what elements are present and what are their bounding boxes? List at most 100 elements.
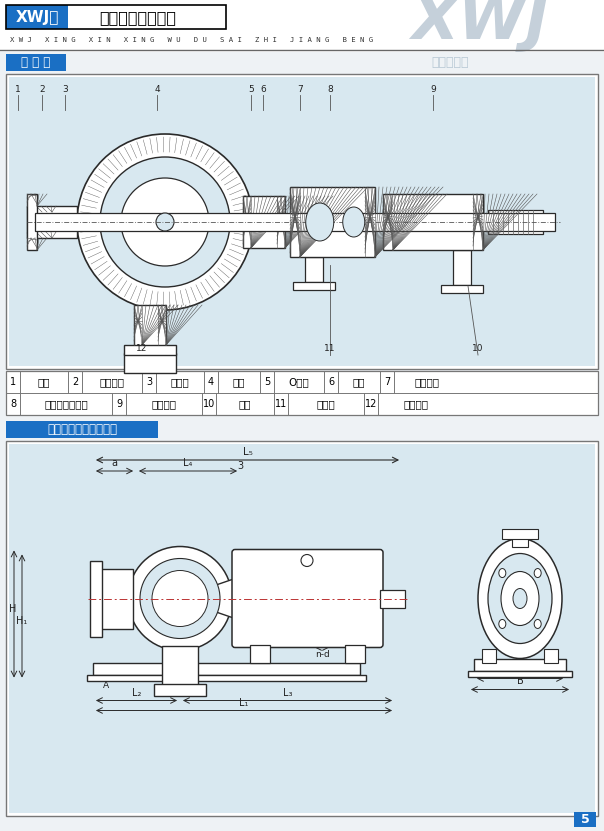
Text: 3: 3 bbox=[146, 377, 152, 387]
Text: 叶轮: 叶轮 bbox=[233, 377, 245, 387]
Text: 支架: 支架 bbox=[239, 399, 251, 409]
Bar bbox=[154, 684, 206, 696]
Text: 挡水圈: 挡水圈 bbox=[316, 399, 335, 409]
Bar bbox=[124, 353, 176, 373]
Text: L₄: L₄ bbox=[183, 458, 193, 468]
Bar bbox=[250, 645, 270, 662]
Bar bbox=[162, 646, 198, 686]
Text: 10: 10 bbox=[203, 399, 215, 409]
Text: XWJ: XWJ bbox=[411, 0, 548, 52]
Text: B: B bbox=[516, 676, 524, 686]
Text: B₁: B₁ bbox=[515, 666, 525, 676]
Text: 泵体: 泵体 bbox=[37, 377, 50, 387]
Text: 耐磨板: 耐磨板 bbox=[170, 377, 190, 387]
Bar bbox=[9, 77, 595, 366]
Text: 调节联杆: 调节联杆 bbox=[100, 377, 124, 387]
Ellipse shape bbox=[100, 157, 230, 287]
Bar bbox=[345, 645, 365, 662]
Ellipse shape bbox=[534, 568, 541, 578]
Bar bbox=[380, 589, 405, 607]
Bar bbox=[512, 537, 528, 547]
Bar bbox=[468, 671, 572, 676]
Bar bbox=[235, 553, 380, 645]
Bar bbox=[98, 568, 133, 628]
Text: X W J   X I N G   X I N   X I N G   W U   D U   S A I   Z H I   J I A N G   B E : X W J X I N G X I N X I N G W U D U S A … bbox=[10, 37, 373, 43]
Ellipse shape bbox=[513, 588, 527, 608]
Ellipse shape bbox=[128, 547, 232, 651]
Bar bbox=[9, 444, 595, 813]
Ellipse shape bbox=[478, 538, 562, 658]
Ellipse shape bbox=[499, 568, 506, 578]
Text: 2: 2 bbox=[39, 86, 45, 95]
Bar bbox=[502, 529, 538, 538]
Text: 3: 3 bbox=[237, 461, 243, 471]
Ellipse shape bbox=[77, 134, 253, 310]
Text: 结 构 图: 结 构 图 bbox=[21, 56, 51, 69]
Bar bbox=[90, 560, 102, 637]
Text: 6: 6 bbox=[260, 86, 266, 95]
Ellipse shape bbox=[156, 213, 174, 231]
Ellipse shape bbox=[140, 558, 220, 638]
Text: 新型无堵塞纸浆泵: 新型无堵塞纸浆泵 bbox=[100, 10, 176, 25]
Text: a: a bbox=[112, 458, 118, 468]
Bar bbox=[453, 250, 471, 285]
FancyBboxPatch shape bbox=[232, 549, 383, 647]
Ellipse shape bbox=[534, 619, 541, 628]
Bar bbox=[0, 0, 604, 52]
Text: n-d: n-d bbox=[315, 650, 329, 659]
Bar bbox=[93, 662, 360, 675]
Text: 7: 7 bbox=[297, 86, 303, 95]
Bar bbox=[441, 285, 483, 293]
Text: 4: 4 bbox=[154, 86, 160, 95]
Ellipse shape bbox=[121, 178, 209, 266]
Text: 8: 8 bbox=[10, 399, 16, 409]
Text: 11: 11 bbox=[324, 344, 336, 353]
Polygon shape bbox=[200, 578, 235, 618]
Bar bbox=[6, 441, 598, 816]
Text: 5: 5 bbox=[580, 813, 590, 826]
Text: 10: 10 bbox=[472, 344, 484, 353]
Bar bbox=[6, 54, 66, 71]
Ellipse shape bbox=[501, 572, 539, 626]
Text: O形圈: O形圈 bbox=[289, 377, 309, 387]
Bar bbox=[574, 812, 596, 827]
Bar bbox=[488, 210, 543, 234]
Bar bbox=[474, 658, 566, 671]
Bar bbox=[293, 282, 335, 290]
Ellipse shape bbox=[342, 207, 365, 237]
Text: 2: 2 bbox=[72, 377, 78, 387]
Bar bbox=[383, 194, 483, 250]
Bar bbox=[544, 648, 558, 662]
Text: A: A bbox=[103, 681, 109, 691]
Text: 7: 7 bbox=[384, 377, 390, 387]
Text: L₁: L₁ bbox=[239, 697, 249, 707]
Bar bbox=[290, 187, 375, 257]
Bar bbox=[243, 196, 285, 248]
Bar bbox=[482, 648, 496, 662]
Text: H: H bbox=[9, 603, 17, 613]
Bar bbox=[124, 345, 176, 355]
Text: XWJ型: XWJ型 bbox=[15, 10, 59, 25]
Text: 软管接头: 软管接头 bbox=[414, 377, 440, 387]
Text: 5: 5 bbox=[264, 377, 270, 387]
Text: 结构示意图: 结构示意图 bbox=[431, 56, 469, 69]
Bar bbox=[6, 5, 68, 29]
Bar bbox=[6, 74, 598, 369]
Bar bbox=[305, 257, 323, 282]
Bar bbox=[87, 675, 366, 681]
Text: 3: 3 bbox=[62, 86, 68, 95]
Text: 12: 12 bbox=[365, 399, 377, 409]
Text: 9: 9 bbox=[116, 399, 122, 409]
Text: 1: 1 bbox=[15, 86, 21, 95]
Bar bbox=[27, 194, 37, 250]
Text: 悬架部件: 悬架部件 bbox=[152, 399, 176, 409]
Text: 4: 4 bbox=[208, 377, 214, 387]
Text: 9: 9 bbox=[430, 86, 436, 95]
Text: 6: 6 bbox=[328, 377, 334, 387]
Text: L₃: L₃ bbox=[283, 687, 292, 697]
Text: 11: 11 bbox=[275, 399, 287, 409]
Ellipse shape bbox=[152, 571, 208, 627]
Circle shape bbox=[301, 554, 313, 567]
Ellipse shape bbox=[488, 553, 552, 643]
Bar bbox=[27, 206, 77, 238]
